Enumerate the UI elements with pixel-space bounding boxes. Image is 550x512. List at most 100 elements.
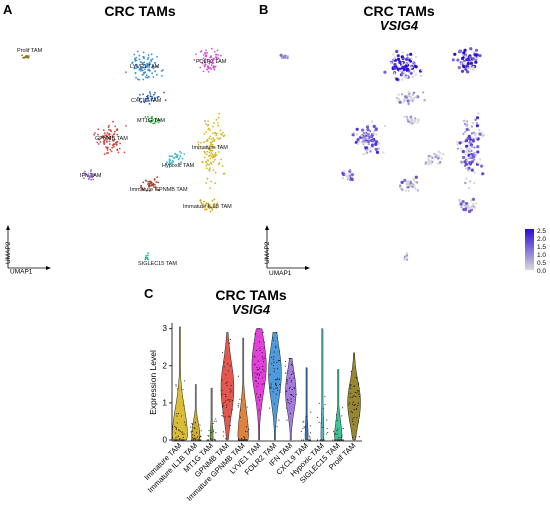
violin-point (255, 379, 257, 382)
umap-a-point (209, 59, 212, 62)
umap-a-point (152, 76, 155, 78)
umap-a-point (153, 122, 156, 125)
violin-point (228, 342, 230, 344)
umap-a-point (104, 136, 106, 139)
umap-a-point (209, 210, 212, 213)
umap-a-point (138, 58, 141, 61)
violin-point (270, 385, 272, 387)
violin-point (356, 417, 358, 419)
umap-b-point (367, 142, 370, 146)
violin-point (318, 421, 320, 423)
umap-b-point (401, 65, 405, 70)
panel-a-title: CRC TAMs (104, 3, 176, 19)
umap-a-point (212, 169, 215, 172)
umap-a-point (106, 132, 109, 134)
umap-a-point (142, 66, 145, 69)
umap-a-axes: UMAP1 UMAP2 (5, 225, 51, 276)
umap-a-point (156, 65, 159, 68)
violin-point (275, 393, 277, 395)
violin-point (176, 415, 178, 417)
violin-point (254, 356, 256, 358)
violin-point (275, 383, 277, 385)
umap-b-point (462, 155, 466, 160)
violin-point (256, 350, 258, 352)
violin-point (272, 365, 274, 367)
umap-a-point (154, 118, 157, 121)
violin-point (261, 383, 263, 385)
umap-a-point (213, 68, 216, 71)
umap-b-point (474, 134, 477, 137)
umap-a-xlabel: UMAP1 (10, 269, 33, 276)
violin-point (258, 399, 260, 401)
umap-a-point (146, 96, 149, 99)
violin-point (309, 435, 311, 437)
umap-b-point (478, 132, 482, 136)
umap-b-point (475, 121, 478, 125)
violin-point (287, 402, 289, 404)
violin-point (258, 373, 260, 375)
violin-point (239, 398, 241, 400)
violin-point (237, 437, 239, 440)
violin-point (357, 383, 359, 385)
umap-a-point (209, 141, 212, 144)
umap-b-point (465, 127, 469, 132)
violin-point (238, 403, 240, 405)
umap-a-point (213, 58, 216, 60)
umap-b-point (365, 148, 368, 152)
umap-a-point (174, 153, 177, 155)
umap-a-point (137, 97, 139, 99)
umap-a-point (99, 141, 102, 143)
umap-a-point (106, 149, 109, 151)
umap-b-point (407, 182, 410, 185)
umap-b-point (438, 155, 441, 158)
umap-a-point (176, 154, 179, 157)
violin-point (254, 364, 256, 366)
umap-a-point (215, 118, 218, 121)
umap-b-point (467, 169, 470, 173)
umap-a-point (216, 202, 219, 205)
umap-b-point (415, 95, 418, 99)
panel-letter-c: C (144, 286, 154, 301)
umap-a-point (213, 122, 216, 124)
umap-a-point (217, 151, 220, 153)
violin-point (242, 439, 244, 441)
umap-b-point (344, 173, 347, 176)
umap-a-point (138, 54, 141, 57)
umap-b-point (463, 207, 468, 211)
violin-point (257, 383, 259, 385)
violin-point (259, 349, 261, 351)
umap-a-point (217, 145, 220, 148)
violin-point (286, 419, 288, 421)
violin-point (226, 404, 228, 406)
umap-b-point (437, 150, 441, 153)
umap-a-point (116, 148, 119, 151)
violin-point (210, 437, 212, 439)
violin-point (245, 426, 247, 428)
umap-b-point (430, 159, 433, 162)
umap-a-point (138, 93, 141, 96)
umap-b-point (355, 127, 359, 131)
umap-b-point (408, 92, 411, 96)
umap-a-point (157, 121, 160, 124)
umap-a-point (107, 136, 110, 139)
violin-point (193, 438, 195, 440)
violin-point (261, 377, 263, 379)
violin-point (291, 394, 293, 397)
violin-point (269, 374, 271, 376)
violin-point (352, 436, 354, 439)
umap-b-point (475, 116, 480, 120)
violin-point (275, 382, 277, 384)
violin-point (181, 415, 183, 417)
violin-point (237, 375, 240, 377)
violin-point (263, 341, 266, 343)
violin-point (183, 404, 185, 407)
umap-a-point (205, 164, 207, 167)
violin-point (336, 439, 338, 441)
umap-a-point (154, 70, 157, 73)
umap-a-point (200, 201, 203, 204)
umap-a-point (207, 204, 210, 207)
umap-a-point (25, 54, 28, 57)
violin-point (320, 422, 322, 424)
umap-a-point (209, 61, 212, 64)
violin-point (275, 345, 277, 347)
